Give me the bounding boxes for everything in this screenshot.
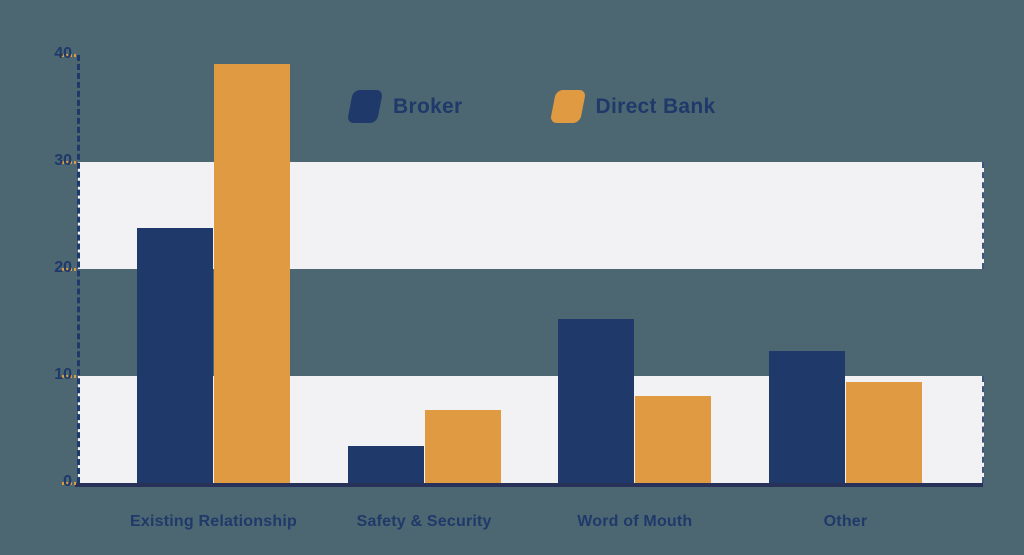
plot-area: 0 10 20 30 40 Existing Relationship Safety & S…: [54, 45, 984, 530]
bar-direct-bank-existing-relationship: [214, 63, 290, 483]
bar-direct-bank-safety-security: [424, 410, 501, 483]
y-axis-tick-label: 40: [54, 45, 72, 62]
y-axis-tick: [62, 268, 76, 271]
y-axis-tick: [62, 161, 76, 164]
x-axis-line: [75, 483, 983, 487]
chart-legend: Broker Direct Bank: [346, 90, 716, 123]
y-axis-tick-label: 20: [54, 259, 72, 276]
y-axis-tick-label: 30: [54, 152, 72, 169]
bar-direct-bank-word-of-mouth: [635, 396, 712, 483]
legend-item-direct-bank: Direct Bank: [549, 90, 716, 123]
bar-broker-other: [769, 351, 845, 483]
bar-broker-existing-relationship: [137, 228, 213, 483]
x-category-label: Other: [823, 513, 868, 530]
bar-broker-safety-security: [347, 445, 424, 483]
y-axis-tick: [62, 482, 76, 485]
legend-item-broker: Broker: [346, 90, 463, 123]
legend-label-direct-bank: Direct Bank: [595, 94, 716, 118]
bar-broker-word-of-mouth: [558, 319, 635, 483]
y-axis-tick: [62, 54, 76, 57]
y-axis-tick-label: 10: [54, 366, 72, 383]
y-axis-tick-label: 0: [63, 473, 72, 490]
y-axis-line: [77, 55, 80, 483]
bar-direct-bank-other: [846, 382, 922, 483]
x-category-label: Word of Mouth: [577, 513, 693, 530]
x-category-label: Existing Relationship: [130, 513, 297, 530]
x-category-label: Safety & Security: [356, 513, 492, 530]
y-axis-tick: [62, 375, 76, 378]
legend-label-broker: Broker: [393, 94, 463, 118]
